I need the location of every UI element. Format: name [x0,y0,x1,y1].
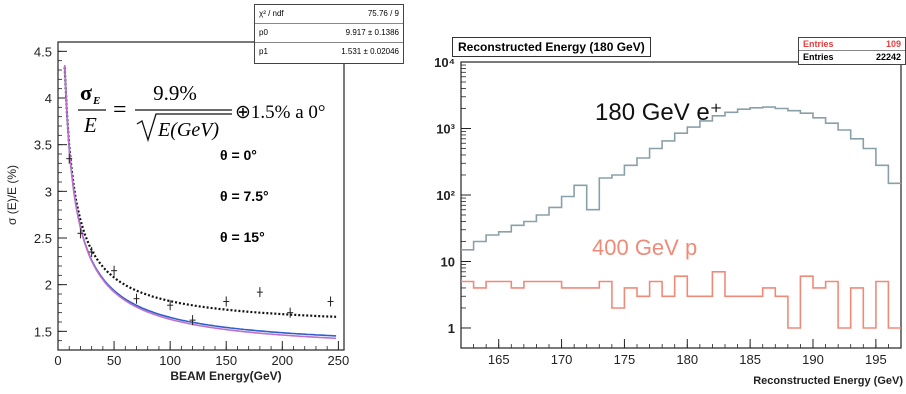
stats-entries-name: Entries [803,39,834,49]
right-y-tick-label: 10³ [436,121,455,136]
right-x-tick-label: 165 [488,352,510,367]
histogram-series [461,271,901,329]
left-y-axis-label: σ (E)/E (%) [5,165,19,225]
formula-energy: E [83,113,97,137]
left-y-tick-label: 3.5 [34,138,52,153]
formula-sigma: σ [80,80,92,105]
data-point [256,287,263,298]
data-point [66,153,73,164]
fit-curve [63,65,337,337]
formula-sqrt-arg: E(GeV) [157,119,219,141]
right-y-tick-label: 10² [436,188,455,203]
right-x-tick-label: 195 [865,352,887,367]
right-x-tick-label: 190 [802,352,824,367]
fit-stat-value: 1.531 ± 0.02046 [341,47,399,56]
right-y-tick-label: 1 [448,321,455,336]
left-plot-frame [57,41,345,351]
fit-curve [63,64,337,340]
stats-entries-name: Entries [803,52,834,62]
histogram-title: Reconstructed Energy (180 GeV) [452,37,651,57]
series-label-electron: 180 GeV e⁺ [595,99,722,126]
left-plot: 0 50 100 150 200 250 1.5 2 2.5 3 3.5 4 4.5 BEAM Ener… [5,41,349,383]
left-data-points [66,153,334,326]
data-point [223,296,230,307]
histogram-series [461,106,901,251]
right-plot: 165 170 175 180 185 190 195 1 10 10² 10³ 10⁴ Recons… [434,55,903,387]
histogram-stats-box: Entries 109 Entries 22242 [798,37,906,65]
data-point [287,307,294,318]
left-y-tick-label: 2.5 [34,231,52,246]
stats-entries-value: 22242 [875,52,901,62]
left-x-tick-label: 0 [54,353,61,368]
fit-stat-value: 75.76 / 9 [367,9,399,18]
fit-stat-name: p0 [259,28,268,37]
formula-numerator: 9.9% [153,81,197,105]
legend-theta-15: θ = 15° [220,229,265,245]
left-x-tick-label: 50 [107,353,121,368]
left-x-axis-label: BEAM Energy(GeV) [170,369,281,383]
right-axis-ticks: 165 170 175 180 185 190 195 1 10 10² 10³ 10⁴ [434,55,902,367]
data-point [327,296,334,307]
data-point [167,300,174,311]
formula-sqrt-sign [136,113,232,143]
left-x-tick-label: 250 [328,353,350,368]
right-x-tick-label: 175 [614,352,636,367]
right-histograms [461,106,901,329]
right-x-axis-label: Reconstructed Energy (GeV) [753,375,903,387]
fit-stat-p0: p0 9.917 ± 0.1386 [255,23,403,42]
formula-sigma-sub: E [92,95,100,107]
left-y-tick-label: 1.5 [34,324,52,339]
right-y-tick-label: 10 [441,254,455,269]
data-point [77,228,84,239]
fit-stat-chi2: χ² / ndf 75.76 / 9 [255,5,403,23]
fit-stat-name: χ² / ndf [259,9,284,18]
data-point [189,315,196,326]
data-point [111,265,118,276]
data-point [88,247,95,257]
stats-row-proton: Entries 109 [799,38,905,50]
fit-stat-p1: p1 1.531 ± 0.02046 [255,42,403,61]
left-x-tick-label: 100 [159,353,181,368]
right-x-tick-label: 185 [739,352,761,367]
fit-stats-box: χ² / ndf 75.76 / 9 p0 9.917 ± 0.1386 p1 … [254,4,404,64]
left-y-tick-label: 4 [45,91,52,106]
fit-curve [63,67,337,318]
formula-equals: = [113,97,127,123]
stats-entries-value: 109 [885,39,901,49]
left-y-tick-label: 4.5 [34,44,52,59]
data-point [133,293,140,304]
legend-theta-7p5: θ = 7.5° [220,188,269,204]
fit-stat-value: 9.917 ± 0.1386 [345,28,399,37]
legend-theta-0: θ = 0° [220,147,257,163]
right-y-tick-label: 10⁴ [434,55,455,70]
left-y-tick-label: 3 [45,184,52,199]
right-x-tick-label: 180 [676,352,698,367]
fit-stat-name: p1 [259,47,268,56]
formula-tail: ⊕1.5% a 0° [235,102,326,123]
left-y-tick-label: 2 [45,278,52,293]
resolution-formula: σ E E = 9.9% E(GeV) ⊕1.5% a 0° [78,80,326,143]
left-fit-curves [63,64,337,340]
left-x-tick-label: 200 [271,353,293,368]
left-x-tick-label: 150 [215,353,237,368]
left-axis-ticks: 0 50 100 150 200 250 1.5 2 2.5 3 3.5 4 4.5 [34,44,349,368]
right-x-tick-label: 170 [551,352,573,367]
stats-row-electron: Entries 22242 [799,50,905,63]
series-label-proton: 400 GeV p [592,235,697,260]
